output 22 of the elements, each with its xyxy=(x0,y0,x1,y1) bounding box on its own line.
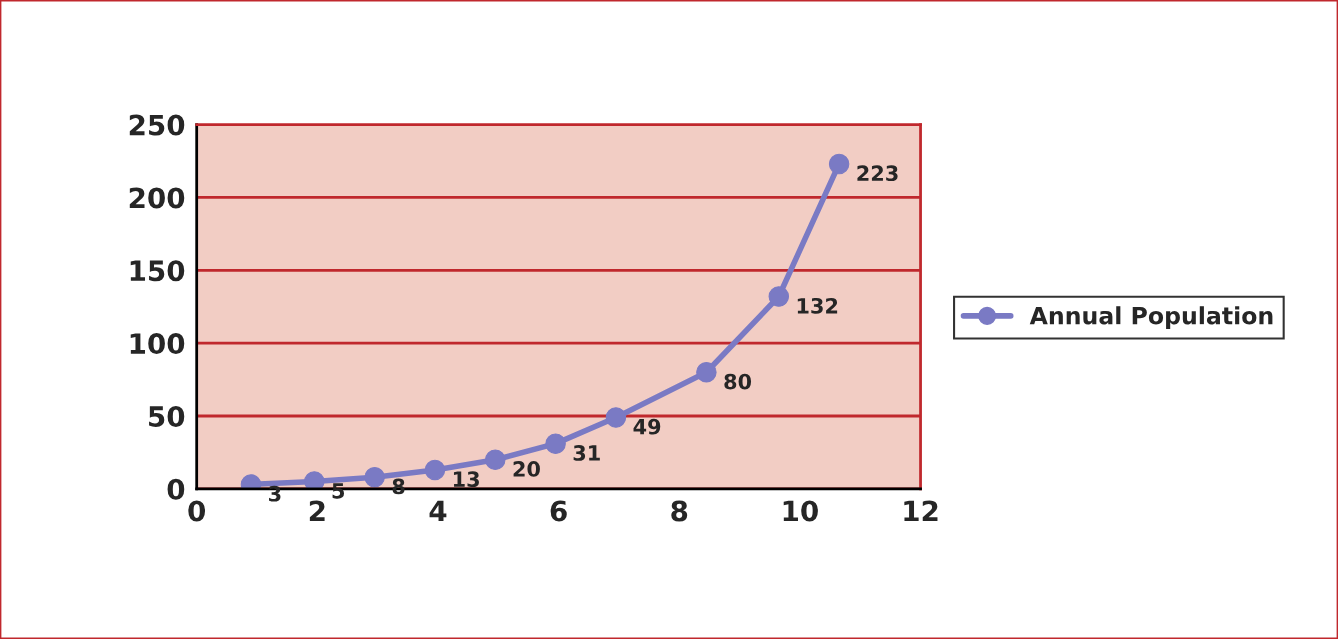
y-tick-label: 150 xyxy=(130,260,185,282)
data-label: 49 xyxy=(633,418,661,435)
data-label: 31 xyxy=(573,445,600,461)
data-label: 80 xyxy=(724,373,752,390)
legend-label: Annual Population xyxy=(1029,306,1273,330)
y-tick-label: 100 xyxy=(130,333,185,355)
x-tick-label: 4 xyxy=(429,500,447,522)
data-label: 132 xyxy=(797,297,838,314)
data-label: 20 xyxy=(513,461,540,477)
data-label: 13 xyxy=(453,471,479,488)
x-tick-label: 10 xyxy=(783,500,818,522)
y-tick-label: 0 xyxy=(167,478,185,500)
x-tick-label: 6 xyxy=(550,500,567,522)
x-tick-label: 0 xyxy=(188,500,206,522)
x-tick-label: 12 xyxy=(904,500,938,522)
data-label: 3 xyxy=(269,485,281,502)
data-label: 223 xyxy=(857,165,898,182)
x-tick-label: 2 xyxy=(309,500,325,522)
x-tick-label: 8 xyxy=(671,500,688,522)
y-tick-label: 200 xyxy=(129,187,185,209)
y-tick-label: 250 xyxy=(129,114,185,136)
y-tick-label: 50 xyxy=(149,405,185,427)
